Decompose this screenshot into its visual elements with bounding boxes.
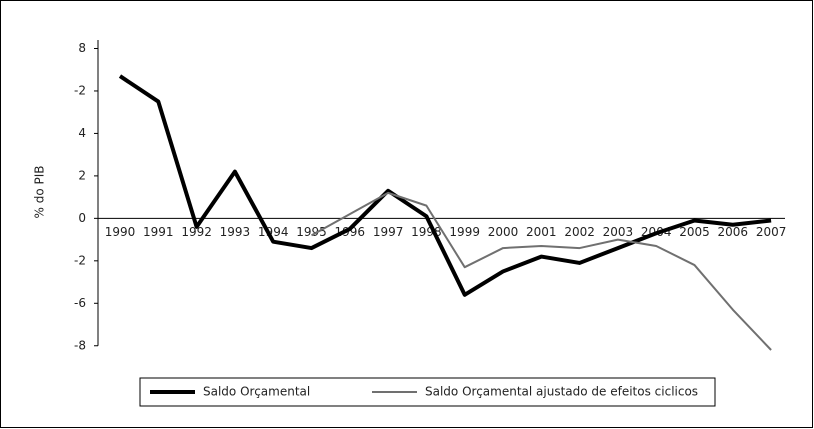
x-tick-label: 1990: [105, 225, 136, 239]
y-tick-label: 8: [78, 41, 86, 55]
y-axis-title: % do PIB: [33, 166, 47, 219]
x-tick-label: 1991: [143, 225, 174, 239]
y-tick-label: -6: [74, 296, 86, 310]
x-tick-label: 2007: [756, 225, 787, 239]
y-tick-label: 2: [78, 168, 86, 182]
x-tick-label: 1999: [449, 225, 480, 239]
y-tick-label: -8: [74, 338, 86, 352]
series-line: [311, 191, 772, 351]
y-tick-label: -2: [74, 253, 86, 267]
x-tick-label: 2002: [564, 225, 595, 239]
legend-label: Saldo Orçamental ajustado de efeitos cic…: [425, 385, 698, 399]
y-tick-label: -2: [74, 83, 86, 97]
x-tick-label: 2001: [526, 225, 557, 239]
legend-label: Saldo Orçamental: [203, 385, 310, 399]
x-tick-label: 2000: [488, 225, 519, 239]
x-tick-label: 1993: [220, 225, 251, 239]
y-tick-label: 4: [78, 126, 86, 140]
x-tick-label: 1992: [181, 225, 212, 239]
x-tick-label: 1997: [373, 225, 404, 239]
x-tick-label: 2003: [603, 225, 634, 239]
x-tick-label: 2005: [679, 225, 710, 239]
legend-box: [139, 377, 716, 407]
series-line: [118, 74, 772, 297]
x-tick-label: 1994: [258, 225, 289, 239]
x-tick-label: 2006: [718, 225, 749, 239]
x-tick-label: 1996: [335, 225, 366, 239]
y-tick-label: 0: [78, 211, 86, 225]
x-tick-label: 1995: [296, 225, 327, 239]
